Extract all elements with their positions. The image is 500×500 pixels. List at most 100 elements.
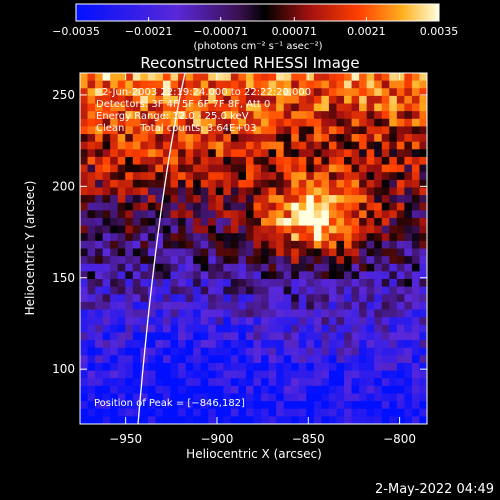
heatmap-cell bbox=[132, 301, 141, 311]
heatmap-cell bbox=[178, 134, 187, 143]
heatmap-cell bbox=[87, 393, 96, 402]
heatmap-cell bbox=[80, 134, 89, 143]
heatmap-cell bbox=[110, 240, 119, 250]
heatmap-cell bbox=[223, 210, 232, 219]
heatmap-cell bbox=[178, 370, 187, 379]
heatmap-cell bbox=[178, 408, 187, 417]
heatmap-cell bbox=[268, 149, 277, 158]
heatmap-cell bbox=[306, 385, 315, 395]
heatmap-cell bbox=[366, 210, 375, 219]
heatmap-cell bbox=[276, 378, 285, 387]
heatmap-cell bbox=[374, 370, 383, 379]
heatmap-cell bbox=[396, 195, 405, 204]
heatmap-cell bbox=[132, 88, 141, 97]
heatmap-cell bbox=[230, 416, 240, 424]
heatmap-cell bbox=[95, 317, 104, 326]
heatmap-cell bbox=[351, 141, 360, 150]
heatmap-cell bbox=[223, 362, 232, 372]
heatmap-cell bbox=[95, 217, 104, 227]
heatmap-cell bbox=[396, 416, 405, 424]
heatmap-cell bbox=[110, 370, 119, 379]
heatmap-cell bbox=[200, 347, 209, 356]
heatmap-cell bbox=[419, 340, 427, 349]
heatmap-cell bbox=[336, 256, 345, 265]
heatmap-cell bbox=[336, 233, 345, 242]
heatmap-cell bbox=[87, 317, 96, 326]
heatmap-cell bbox=[200, 286, 209, 295]
heatmap-cell bbox=[313, 134, 322, 143]
heatmap-cell bbox=[328, 126, 338, 135]
heatmap-cell bbox=[374, 301, 383, 311]
heatmap-cell bbox=[162, 126, 172, 135]
heatmap-cell bbox=[283, 347, 292, 356]
heatmap-cell bbox=[95, 134, 104, 143]
heatmap-cell bbox=[87, 141, 96, 150]
heatmap-cell bbox=[359, 355, 368, 364]
heatmap-cell bbox=[193, 164, 202, 173]
heatmap-cell bbox=[102, 347, 111, 356]
heatmap-cell bbox=[268, 309, 277, 318]
heatmap-cell bbox=[95, 332, 104, 341]
heatmap-cell bbox=[276, 362, 285, 372]
heatmap-cell bbox=[351, 217, 360, 227]
heatmap-cell bbox=[276, 332, 285, 341]
heatmap-cell bbox=[366, 385, 375, 395]
heatmap-cell bbox=[313, 103, 322, 112]
heatmap-cell bbox=[374, 95, 383, 105]
heatmap-cell bbox=[336, 370, 345, 379]
heatmap-cell bbox=[404, 301, 413, 311]
heatmap-cell bbox=[245, 195, 255, 204]
heatmap-cell bbox=[162, 202, 172, 211]
colorbar-tick-label: 0.0021 bbox=[347, 25, 386, 38]
heatmap-cell bbox=[155, 111, 164, 120]
heatmap-cell bbox=[215, 202, 224, 211]
heatmap-cell bbox=[389, 179, 398, 189]
heatmap-cell bbox=[283, 126, 292, 135]
heatmap-cell bbox=[306, 202, 315, 211]
heatmap-cell bbox=[238, 324, 247, 334]
heatmap-cell bbox=[306, 156, 315, 166]
heatmap-cell bbox=[321, 370, 330, 379]
heatmap-cell bbox=[321, 347, 330, 356]
heatmap-cell bbox=[245, 286, 255, 295]
heatmap-cell bbox=[132, 408, 141, 417]
heatmap-cell bbox=[396, 256, 405, 265]
heatmap-cell bbox=[230, 256, 240, 265]
heatmap-cell bbox=[80, 378, 89, 387]
heatmap-cell bbox=[283, 408, 292, 417]
heatmap-cell bbox=[132, 324, 141, 334]
heatmap-cell bbox=[283, 179, 292, 189]
heatmap-cell bbox=[245, 111, 255, 120]
heatmap-cell bbox=[261, 172, 270, 181]
heatmap-cell bbox=[162, 355, 172, 364]
heatmap-cell bbox=[223, 172, 232, 181]
heatmap-cell bbox=[95, 164, 104, 173]
heatmap-cell bbox=[396, 279, 405, 288]
heatmap-cell bbox=[253, 294, 262, 303]
heatmap-cell bbox=[95, 95, 104, 105]
heatmap-cell bbox=[215, 416, 224, 424]
heatmap-cell bbox=[223, 126, 232, 135]
heatmap-cell bbox=[208, 347, 217, 356]
heatmap-cell bbox=[230, 164, 240, 173]
heatmap-cell bbox=[200, 156, 209, 166]
heatmap-cell bbox=[125, 103, 134, 112]
heatmap-cell bbox=[411, 317, 421, 326]
x-tick-label: −950 bbox=[109, 432, 142, 446]
heatmap-cell bbox=[344, 263, 353, 272]
heatmap-cell bbox=[328, 256, 338, 265]
heatmap-cell bbox=[178, 73, 187, 82]
heatmap-cell bbox=[419, 149, 427, 158]
heatmap-cell bbox=[321, 73, 330, 82]
heatmap-cell bbox=[230, 225, 240, 234]
heatmap-cell bbox=[132, 141, 141, 150]
heatmap-cell bbox=[125, 294, 134, 303]
heatmap-cell bbox=[230, 317, 240, 326]
heatmap-cell bbox=[102, 340, 111, 349]
heatmap-cell bbox=[208, 149, 217, 158]
heatmap-cell bbox=[200, 118, 209, 128]
heatmap-cell bbox=[396, 355, 405, 364]
heatmap-cell bbox=[291, 103, 300, 112]
heatmap-cell bbox=[351, 378, 360, 387]
heatmap-cell bbox=[268, 340, 277, 349]
